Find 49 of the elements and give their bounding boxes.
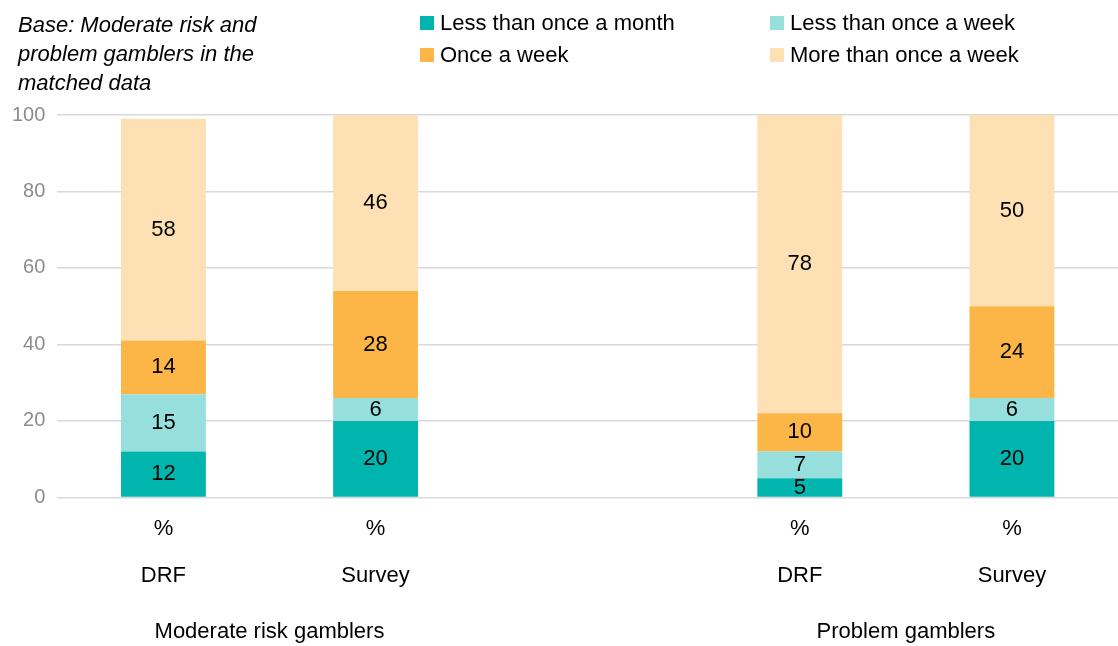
bar [969,306,1055,398]
data-label: 15 [151,408,176,434]
data-label: 7 [793,450,806,476]
bar [121,394,206,452]
bar [333,397,418,421]
chart-title: Base: Moderate risk and problem gamblers in the matched data [18,11,258,97]
text: Moderate risk gamblers [154,618,385,644]
bar [969,397,1055,421]
y-tick-label: 20 [23,408,46,431]
bar [757,451,843,479]
bar [121,340,206,395]
bar [333,290,418,398]
data-label: 46 [363,189,388,215]
data-label: 5 [793,473,806,499]
data-label: 14 [151,353,176,379]
bar [969,420,1055,497]
bar [121,451,206,497]
data-label: 78 [787,250,813,276]
legend-label: Once a week [440,42,569,68]
legend-label: Less than once a week [790,10,1016,36]
text: Problem gamblers [816,618,996,644]
x-tick-label: % DRF [777,515,823,588]
data-label: 20 [363,444,388,470]
data-label: 10 [787,418,813,444]
y-tick-label: 80 [23,179,46,201]
data-label: 28 [363,330,388,356]
data-label: 6 [1005,395,1019,421]
bar [333,420,418,497]
bar [121,118,206,341]
data-label: 12 [151,460,176,486]
data-label: 50 [999,196,1025,222]
legend-label: More than once a week [790,42,1019,68]
bar [757,478,843,497]
y-tick-label: 0 [34,484,46,507]
x-tick-label: % DRF [140,515,187,588]
y-tick-label: 40 [23,331,46,354]
y-tick-label: 100 [11,102,46,125]
data-label: 58 [151,215,176,241]
y-tick-label: 60 [23,255,46,278]
legend-label: Less than once a month [440,10,675,36]
bar [969,115,1055,307]
data-label: 6 [369,395,382,421]
data-label: 24 [999,338,1025,364]
x-tick-label: % Survey [341,515,410,588]
data-label: 20 [999,444,1025,470]
x-tick-label: % Survey [977,515,1047,588]
bar [757,413,843,452]
bar [757,115,843,414]
bar [333,115,418,291]
